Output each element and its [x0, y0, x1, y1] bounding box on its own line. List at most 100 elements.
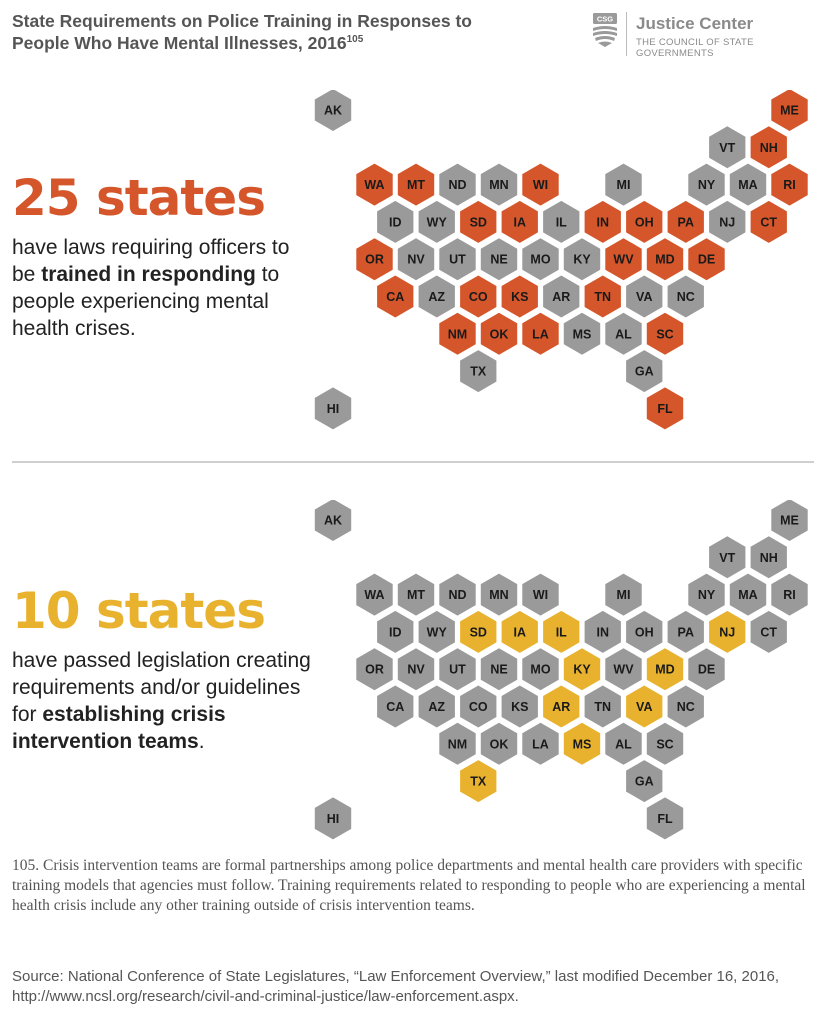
stat-headline: 10 states — [12, 582, 266, 640]
state-hexagon — [439, 722, 476, 765]
state-hexagon — [522, 648, 559, 691]
state-hexagon — [522, 163, 559, 206]
state-label: CA — [386, 290, 404, 304]
state-hexagon — [522, 573, 559, 616]
state-hexagon — [667, 275, 704, 318]
state-tile-ma: MA — [729, 163, 767, 206]
state-tile-va: VA — [626, 275, 663, 318]
state-hexagon — [460, 760, 497, 803]
state-hexagon — [667, 200, 704, 243]
state-label: ND — [448, 588, 466, 602]
state-hexagon — [439, 163, 476, 206]
state-tile-ca: CA — [377, 275, 414, 318]
state-label: MA — [738, 178, 757, 192]
state-label: MN — [489, 588, 508, 602]
state-label: ND — [448, 178, 466, 192]
state-label: WA — [364, 178, 384, 192]
state-label: OH — [635, 215, 654, 229]
state-label: IA — [514, 625, 527, 639]
state-label: OK — [490, 327, 509, 341]
state-tile-mt: MT — [397, 573, 435, 616]
state-tile-pa: PA — [667, 610, 704, 653]
title-footnote-ref[interactable]: 105 — [346, 34, 364, 46]
state-label: MT — [407, 588, 425, 602]
state-tile-ak: AK — [314, 500, 352, 541]
state-tile-tn: TN — [584, 685, 621, 728]
state-tile-va: VA — [626, 685, 663, 728]
state-hexagon — [543, 685, 580, 728]
state-hexagon — [688, 573, 725, 616]
state-hexagon — [563, 648, 601, 691]
state-tile-de: DE — [688, 648, 725, 691]
state-tile-nd: ND — [439, 163, 476, 206]
state-hexagon — [584, 200, 621, 243]
state-label: NJ — [719, 625, 735, 639]
state-hexagon — [501, 610, 538, 653]
state-label: AR — [552, 290, 570, 304]
state-label: TN — [594, 290, 611, 304]
state-tile-vt: VT — [709, 536, 746, 579]
state-label: DE — [698, 663, 715, 677]
state-tile-sc: SC — [646, 722, 684, 765]
state-label: AK — [324, 514, 342, 528]
state-hexagon — [439, 312, 476, 355]
state-tile-id: ID — [377, 200, 414, 243]
state-hexagon — [377, 275, 414, 318]
state-tile-fl: FL — [646, 387, 684, 430]
state-tile-oh: OH — [626, 610, 663, 653]
state-label: MA — [738, 588, 757, 602]
state-hexagon — [605, 722, 642, 765]
state-hexagon — [646, 648, 684, 691]
state-label: MO — [530, 253, 550, 267]
state-label: CT — [760, 625, 777, 639]
state-tile-ut: UT — [439, 238, 476, 281]
state-label: NJ — [719, 215, 735, 229]
state-hexagon — [314, 90, 352, 131]
state-hexagon — [729, 163, 767, 206]
state-label: WY — [427, 625, 448, 639]
state-hexagon — [771, 163, 808, 206]
state-hexagon — [460, 685, 497, 728]
state-hexagon — [522, 722, 559, 765]
state-tile-ny: NY — [688, 163, 725, 206]
state-hexagon — [626, 610, 663, 653]
state-label: CA — [386, 700, 404, 714]
state-label: SD — [470, 625, 487, 639]
state-hexagon — [356, 238, 393, 281]
state-hexagon — [626, 275, 663, 318]
section-divider — [12, 461, 814, 463]
state-label: NV — [407, 663, 425, 677]
state-tile-me: ME — [771, 500, 808, 541]
state-hexagon — [688, 648, 725, 691]
title-line-1: State Requirements on Police Training in… — [12, 11, 472, 31]
state-tile-me: ME — [771, 90, 808, 131]
state-label: NH — [760, 551, 778, 565]
state-hexagon — [709, 610, 746, 653]
state-tile-md: MD — [646, 648, 684, 691]
state-tile-ct: CT — [750, 610, 787, 653]
state-tile-ak: AK — [314, 90, 352, 131]
state-label: TN — [594, 700, 611, 714]
state-hexagon — [377, 610, 414, 653]
state-hexagon — [729, 573, 767, 616]
state-hexagon — [418, 200, 455, 243]
state-label: OK — [490, 737, 509, 751]
state-tile-la: LA — [522, 312, 559, 355]
state-label: WA — [364, 588, 384, 602]
stat-desc-part-1: have laws requiring officers to be — [12, 236, 290, 286]
state-label: FL — [657, 812, 673, 826]
state-hexagon — [501, 275, 538, 318]
state-hexagon — [397, 238, 435, 281]
state-tile-nm: NM — [439, 722, 476, 765]
state-tile-wa: WA — [356, 573, 393, 616]
footnote: 105. Crisis intervention teams are forma… — [12, 857, 806, 914]
state-hexagon — [460, 350, 497, 393]
state-tile-nv: NV — [397, 648, 435, 691]
state-label: NV — [407, 253, 425, 267]
state-tile-ia: IA — [501, 200, 538, 243]
state-label: NY — [698, 178, 716, 192]
state-label: AZ — [428, 290, 445, 304]
state-hexagon — [646, 238, 684, 281]
state-tile-az: AZ — [418, 275, 455, 318]
state-label: VA — [636, 290, 652, 304]
